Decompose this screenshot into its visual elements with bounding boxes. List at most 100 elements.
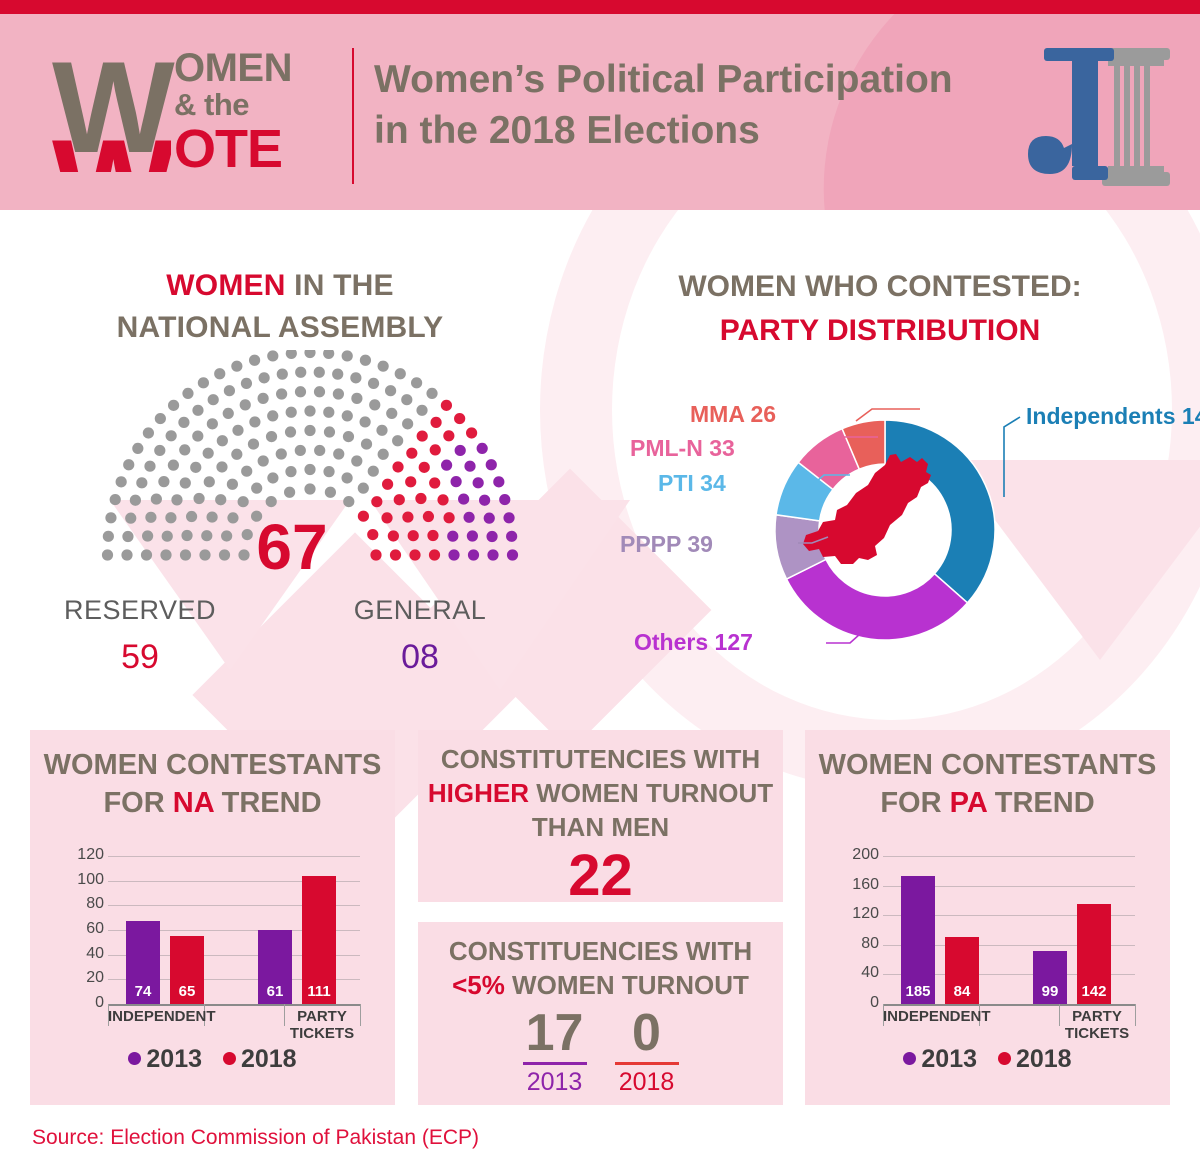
y-axis-tick-label: 40 <box>861 964 879 982</box>
parliament-seat-dot <box>377 448 389 460</box>
na-trend-title-a: WOMEN CONTESTANTS <box>43 749 382 781</box>
parliament-seat-dot <box>171 494 183 506</box>
parliament-seat-dot <box>454 444 466 457</box>
parliament-seat-dot <box>206 418 218 430</box>
x-axis-tick <box>108 1004 109 1026</box>
parliament-seat-dot <box>476 442 488 454</box>
bar-2013-independent[interactable]: 185 <box>901 876 935 1004</box>
parliament-seat-dot <box>304 463 316 476</box>
parliament-seat-dot <box>179 477 191 489</box>
parliament-seat-dot <box>142 427 154 439</box>
parliament-seat-dot <box>407 530 419 542</box>
na-title-highlight: WOMEN <box>166 269 286 302</box>
parliament-seat-dot <box>402 418 414 430</box>
parliament-seat-dot <box>392 461 404 473</box>
parliament-seat-dot <box>203 476 215 488</box>
y-axis-tick-label: 0 <box>95 994 104 1011</box>
pa-legend-2018: 2018 <box>1015 1045 1072 1073</box>
gridline <box>883 856 1135 857</box>
parliament-seat-dot <box>367 465 379 477</box>
x-axis-tick <box>360 1004 361 1026</box>
parliament-seat-dot <box>192 404 204 416</box>
donut-segment[interactable] <box>785 558 969 641</box>
justice-pillar-j-logo-icon <box>1024 40 1174 200</box>
parliament-seat-dot <box>182 387 194 399</box>
parliament-seat-dot <box>185 510 198 523</box>
parliament-seat-dot <box>405 476 417 488</box>
parliament-seat-dot <box>485 459 497 471</box>
parliament-seat-dot <box>192 430 204 442</box>
logo-w-glyph: WW <box>52 34 175 180</box>
gridline <box>108 979 360 981</box>
low-turnout-values: 17 2013 0 2018 <box>418 1006 783 1097</box>
na-reserved-label: RESERVED <box>63 595 217 625</box>
x-axis-tick <box>1059 1004 1060 1026</box>
bar-2013-party-tickets[interactable]: 61 <box>258 930 292 1004</box>
higher-turnout-line3: THAN MEN <box>531 812 670 842</box>
parliament-seat-dot <box>304 483 316 495</box>
parliament-seat-dot <box>499 493 511 506</box>
parliament-seat-dot <box>313 366 325 378</box>
low-turnout-2018: 0 2018 <box>601 1006 693 1097</box>
parliament-seat-dot <box>377 360 389 372</box>
parliament-seat-dot <box>506 549 519 561</box>
bar-2018-independent[interactable]: 65 <box>170 936 204 1004</box>
parliament-seat-dot <box>285 347 297 359</box>
bar-value-label: 142 <box>1081 983 1107 1000</box>
national-assembly-section: WOMEN IN THE NATIONAL ASSEMBLY 67 RESERV… <box>0 265 560 676</box>
parliament-seat-dot <box>247 438 260 450</box>
watermark-triangle-1 <box>110 500 350 670</box>
parliament-seat-dot <box>232 424 244 436</box>
parliament-seat-dot <box>267 472 279 484</box>
parliament-seat-dot <box>384 385 397 397</box>
parliament-seat-dot <box>145 511 157 523</box>
parliament-seat-dot <box>231 448 243 460</box>
parliament-seat-dot <box>179 549 192 561</box>
parliament-seat-dot <box>150 493 162 505</box>
parliament-seat-dot <box>206 511 218 523</box>
na-trend-bar-chart: 120 100 80 60 40 20 0 74 65 61 111 INDEPENDENT PARTY… <box>30 847 395 1048</box>
parliament-seat-dot <box>357 482 369 494</box>
na-trend-title-post: TREND <box>213 787 322 819</box>
higher-turnout-value: 22 <box>568 843 633 908</box>
x-axis-tick <box>883 1004 884 1026</box>
parliament-seat-dot <box>323 347 335 359</box>
parliament-seat-dot <box>197 377 209 389</box>
bar-2018-party-tickets[interactable]: 142 <box>1077 904 1111 1004</box>
bar-2013-independent[interactable]: 74 <box>126 921 160 1004</box>
parliament-seat-dot <box>105 512 117 524</box>
pa-trend-panel: WOMEN CONTESTANTS FOR PA TREND 200 160 120… <box>805 730 1170 1105</box>
bar-2018-independent[interactable]: 84 <box>945 936 979 1004</box>
na-legend-2018: 2018 <box>240 1045 297 1073</box>
logo-and-the-text: & the <box>174 87 250 122</box>
parliament-seat-dot <box>193 492 205 505</box>
x-axis-category-label: INDEPENDENT <box>883 1008 991 1025</box>
y-axis-tick-label: 100 <box>77 870 104 888</box>
y-axis-tick-label: 80 <box>86 895 104 913</box>
parliament-seat-dot <box>466 427 478 439</box>
parliament-seat-dot <box>503 512 515 524</box>
parliament-seat-dot <box>351 392 363 404</box>
parliament-seat-dot <box>267 350 279 362</box>
y-axis-tick-label: 120 <box>852 905 879 923</box>
bar-2018-party-tickets[interactable]: 111 <box>302 875 336 1004</box>
higher-turnout-hi: HIGHER <box>427 778 530 808</box>
parliament-seat-dot <box>448 549 460 561</box>
parliament-seat-dot <box>428 549 441 561</box>
parliament-seat-dot <box>140 549 153 561</box>
parliament-seat-dot <box>122 530 134 543</box>
na-trend-title-hi: NA <box>172 787 214 819</box>
bar-value-label: 65 <box>178 983 196 1000</box>
parliament-seat-dot <box>369 399 381 411</box>
parliament-seat-dot <box>467 549 480 561</box>
x-axis-tick <box>979 1004 980 1026</box>
parliament-seat-dot <box>167 459 179 471</box>
parliament-seat-dot <box>323 406 335 418</box>
parliament-seat-dot <box>190 461 202 473</box>
na-trend-panel: WOMEN CONTESTANTS FOR NA TREND 120 100 80 6… <box>30 730 395 1105</box>
parliament-seat-dot <box>267 410 279 422</box>
na-reserved-block: RESERVED 59 <box>0 595 280 677</box>
parliament-seat-dot <box>416 404 428 416</box>
parliament-seat-dot <box>341 410 353 422</box>
bar-2013-party-tickets[interactable]: 99 <box>1033 950 1067 1004</box>
